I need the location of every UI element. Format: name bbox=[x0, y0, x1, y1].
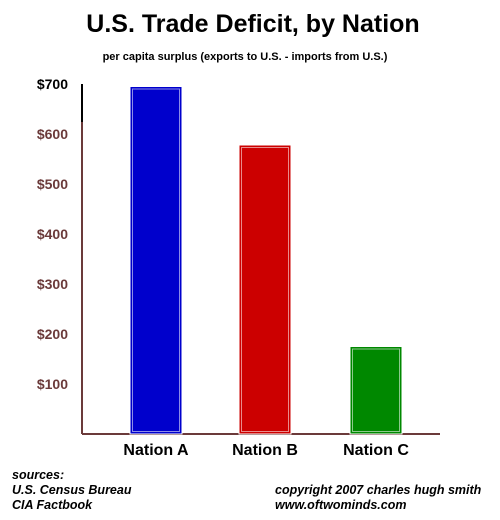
y-tick-label: $600 bbox=[37, 126, 68, 142]
y-tick-label: $200 bbox=[37, 326, 68, 342]
y-tick-label: $700 bbox=[37, 76, 68, 92]
x-category-label: Nation C bbox=[343, 442, 409, 459]
copyright-note: copyright 2007 charles hugh smith www.of… bbox=[275, 483, 481, 513]
bar-inner-outline bbox=[132, 88, 180, 432]
sources-note: sources: U.S. Census Bureau CIA Factbook bbox=[12, 468, 131, 513]
y-tick-label: $300 bbox=[37, 276, 68, 292]
chart-subtitle: per capita surplus (exports to U.S. - im… bbox=[103, 51, 388, 63]
copyright-line: copyright 2007 charles hugh smith bbox=[275, 483, 482, 497]
copyright-line: www.oftwominds.com bbox=[275, 498, 407, 512]
x-category-label: Nation B bbox=[232, 442, 298, 459]
y-tick-label: $400 bbox=[37, 226, 68, 242]
bar bbox=[129, 86, 183, 435]
bar bbox=[238, 144, 292, 435]
bars bbox=[129, 86, 403, 435]
x-axis-categories: Nation A Nation B Nation C bbox=[123, 442, 409, 459]
sources-line: CIA Factbook bbox=[12, 498, 93, 512]
y-tick-label: $500 bbox=[37, 176, 68, 192]
sources-line: U.S. Census Bureau bbox=[12, 483, 132, 497]
chart-title: U.S. Trade Deficit, by Nation bbox=[86, 10, 419, 38]
x-category-label: Nation A bbox=[123, 442, 189, 459]
y-tick-label: $100 bbox=[37, 376, 68, 392]
sources-line: sources: bbox=[12, 468, 65, 482]
bar bbox=[349, 346, 403, 435]
bar-inner-outline bbox=[352, 348, 400, 432]
bar-inner-outline bbox=[241, 147, 289, 432]
y-axis-ticks: $100 $200 $300 $400 $500 $600 $700 bbox=[37, 76, 68, 392]
